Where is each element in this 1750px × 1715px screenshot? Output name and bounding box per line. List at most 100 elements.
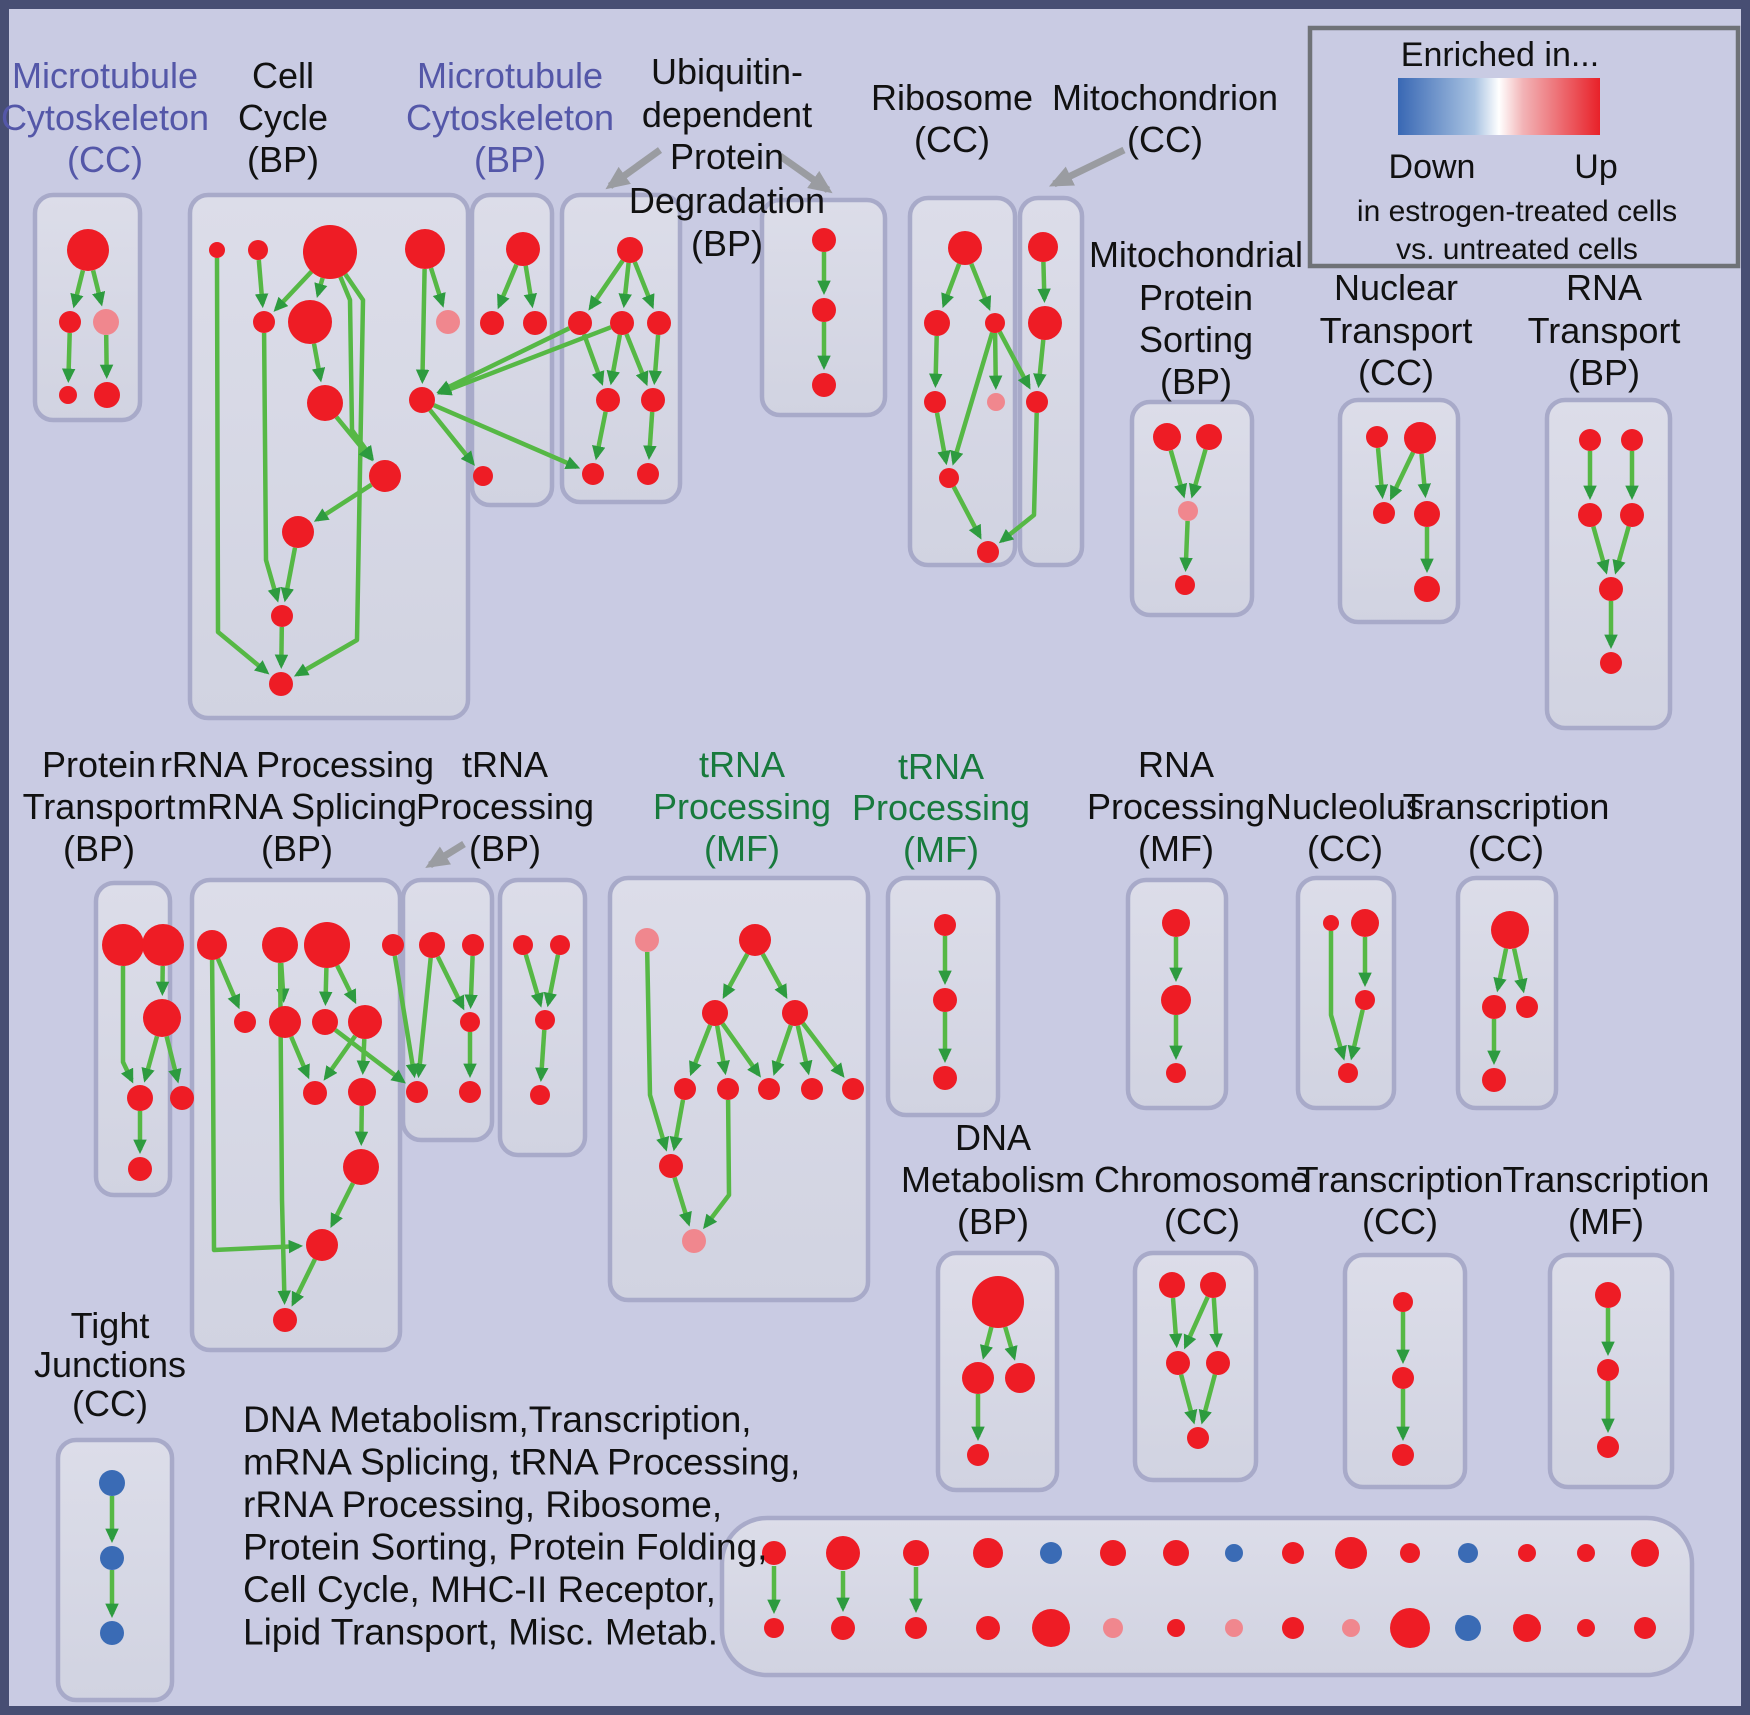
node-protein-transport-bp-5 <box>128 1157 152 1181</box>
node-cell-cycle-bp-12 <box>269 672 293 696</box>
legend-box <box>1307 25 1741 269</box>
node-nuclear-transport-cc-2 <box>1373 502 1395 524</box>
node-unlabeled-cluster-2 <box>535 1010 555 1030</box>
note-line-3: Protein Sorting, Protein Folding, <box>243 1527 767 1568</box>
bottom-node-bottom-5 <box>1103 1618 1123 1638</box>
bottom-node-bottom-10 <box>1390 1608 1430 1648</box>
cluster-label-trna-processing-bp-line-0: tRNA <box>462 744 548 785</box>
node-trna-processing-bp-3 <box>406 1081 428 1103</box>
edge-ubiquitin-degradation-bp-4 <box>606 334 623 386</box>
cluster-label-transcription-cc-lower-line-1: (CC) <box>1362 1201 1438 1242</box>
edge-trna-processing-bp-0 <box>435 955 465 1011</box>
edge-protein-transport-bp-3 <box>164 1035 182 1084</box>
bottom-node-top-14 <box>1631 1539 1659 1567</box>
edge-rrna-processing-mrna-splicing-bp-2 <box>319 967 333 1007</box>
edge-protein-transport-bp-0 <box>120 966 134 1084</box>
edge-trna-processing-mf-large-1 <box>760 952 788 1000</box>
cluster-label-rna-processing-mf-line-1: Processing <box>1087 786 1265 827</box>
bottom-node-bottom-4 <box>1032 1609 1070 1647</box>
edge-unlabeled-cluster-2 <box>535 1029 549 1083</box>
cluster-label-nucleolus-cc-line-0: Nucleolus <box>1266 786 1424 827</box>
node-mitochondrion-cc-2 <box>1026 391 1048 413</box>
cluster-box-transcription-cc-upper <box>1455 875 1559 1111</box>
node-nuclear-transport-cc-0 <box>1366 426 1388 448</box>
node-cell-cycle-bp-9 <box>369 460 401 492</box>
edge-chromosome-cc-0 <box>1168 1297 1183 1349</box>
node-transcription-cc-upper-1 <box>1482 995 1506 1019</box>
node-transcription-cc-upper-2 <box>1516 996 1538 1018</box>
edge-cell-cycle-bp-3 <box>314 277 328 298</box>
cluster-label-microtubule-cytoskeleton-cc-line-1: Cytoskeleton <box>1 97 209 138</box>
legend-gradient-bar <box>1398 78 1600 135</box>
bottom-node-top-10 <box>1400 1543 1420 1563</box>
node-rrna-processing-mrna-splicing-bp-11 <box>306 1229 338 1261</box>
cluster-label-rna-processing-mf-line-0: RNA <box>1138 744 1214 785</box>
cluster-label-dna-metabolism-bp-line-1: Metabolism <box>901 1159 1085 1200</box>
edge-trna-processing-mf-large-10 <box>672 1176 692 1227</box>
node-chromosome-cc-1 <box>1200 1272 1226 1298</box>
node-layer <box>59 225 1659 1648</box>
cluster-label-ribosome-cc-line-0: Ribosome <box>871 77 1033 118</box>
node-ribosome-cc-2 <box>985 313 1005 333</box>
legend-up-label: Up <box>1574 148 1617 186</box>
node-trna-processing-bp-4 <box>459 1081 481 1103</box>
edge-dna-metabolism-bp-1 <box>1003 1326 1018 1361</box>
edge-ribosome-cc-6 <box>951 485 982 540</box>
node-tight-junctions-cc-2 <box>100 1621 124 1645</box>
edge-rrna-processing-mrna-splicing-bp-7 <box>354 1105 369 1147</box>
node-nuclear-transport-cc-1 <box>1404 422 1436 454</box>
node-chromosome-cc-2 <box>1166 1351 1190 1375</box>
cluster-box-tight-junctions-cc <box>55 1437 175 1703</box>
cluster-label-nucleolus-cc: Nucleolus(CC) <box>1266 786 1424 869</box>
node-protein-transport-bp-0 <box>102 924 144 966</box>
cluster-label-chromosome-cc: Chromosome(CC) <box>1094 1159 1310 1242</box>
node-nucleolus-cc-0 <box>1323 915 1339 931</box>
node-ribosome-cc-4 <box>987 393 1005 411</box>
bottom-node-top-4 <box>1040 1542 1062 1564</box>
cluster-label-trna-processing-bp-line-2: (BP) <box>469 828 541 869</box>
node-rna-transport-bp-1 <box>1621 429 1643 451</box>
node-cell-cycle-bp-7 <box>409 387 435 413</box>
node-trna-processing-mf-small-2 <box>933 1066 957 1090</box>
node-cell-cycle-bp-3 <box>405 229 445 269</box>
node-rrna-processing-mrna-splicing-bp-12 <box>273 1308 297 1332</box>
node-microtubule-cytoskeleton-cc-2 <box>93 309 119 335</box>
edge-rrna-processing-mrna-splicing-bp-3 <box>335 964 357 1005</box>
edge-rna-transport-bp-3 <box>1612 525 1631 575</box>
node-ubiquitin-degradation-bp-1 <box>568 311 592 335</box>
node-rrna-processing-mrna-splicing-bp-3 <box>382 934 404 956</box>
node-trna-processing-mf-small-0 <box>934 914 956 936</box>
bottom-node-top-6 <box>1163 1540 1189 1566</box>
node-ubiquitin-degradation-bp-2 <box>610 311 634 335</box>
node-cell-cycle-bp-5 <box>288 300 332 344</box>
node-nuclear-transport-cc-3 <box>1414 501 1440 527</box>
bottom-panel-box <box>719 1515 1695 1678</box>
cluster-label-ribosome-cc: Ribosome(CC) <box>871 77 1033 160</box>
edge-chromosome-cc-1 <box>1183 1295 1210 1350</box>
cluster-label-trna-processing-mf-large-line-1: Processing <box>653 786 831 827</box>
note-line-2: rRNA Processing, Ribosome, <box>243 1484 722 1525</box>
bottom-node-bottom-11 <box>1455 1615 1481 1641</box>
cross-edge-7 <box>392 955 420 1079</box>
cluster-label-rna-transport-bp-line-2: (BP) <box>1568 352 1640 393</box>
edge-ubiquitin-degradation-bp-0 <box>588 259 625 311</box>
cluster-label-microtubule-cytoskeleton-cc-line-0: Microtubule <box>12 55 198 96</box>
note-block: DNA Metabolism,Transcription,mRNA Splici… <box>243 1399 800 1653</box>
edge-rrna-processing-mrna-splicing-bp-9 <box>209 959 304 1254</box>
edge-ribosome-cc-5 <box>934 412 951 466</box>
edge-trna-processing-bp-1 <box>464 955 478 1010</box>
edge-cell-cycle-bp-5 <box>415 268 430 385</box>
node-protein-transport-bp-4 <box>170 1086 194 1110</box>
cluster-label-dna-metabolism-bp-line-0: DNA <box>955 1117 1031 1158</box>
bottom-node-bottom-2 <box>905 1617 927 1639</box>
node-microtubule-cytoskeleton-cc-1 <box>59 311 81 333</box>
edge-ribosome-cc-0 <box>941 263 962 309</box>
edge-microtubule-cytoskeleton-cc-0 <box>70 269 86 309</box>
cluster-label-chromosome-cc-line-1: (CC) <box>1164 1201 1240 1242</box>
cluster-label-transcription-cc-lower: Transcription(CC) <box>1297 1159 1504 1242</box>
node-protein-transport-bp-2 <box>143 999 181 1037</box>
cluster-label-mitochondrion-cc-line-1: (CC) <box>1127 119 1203 160</box>
